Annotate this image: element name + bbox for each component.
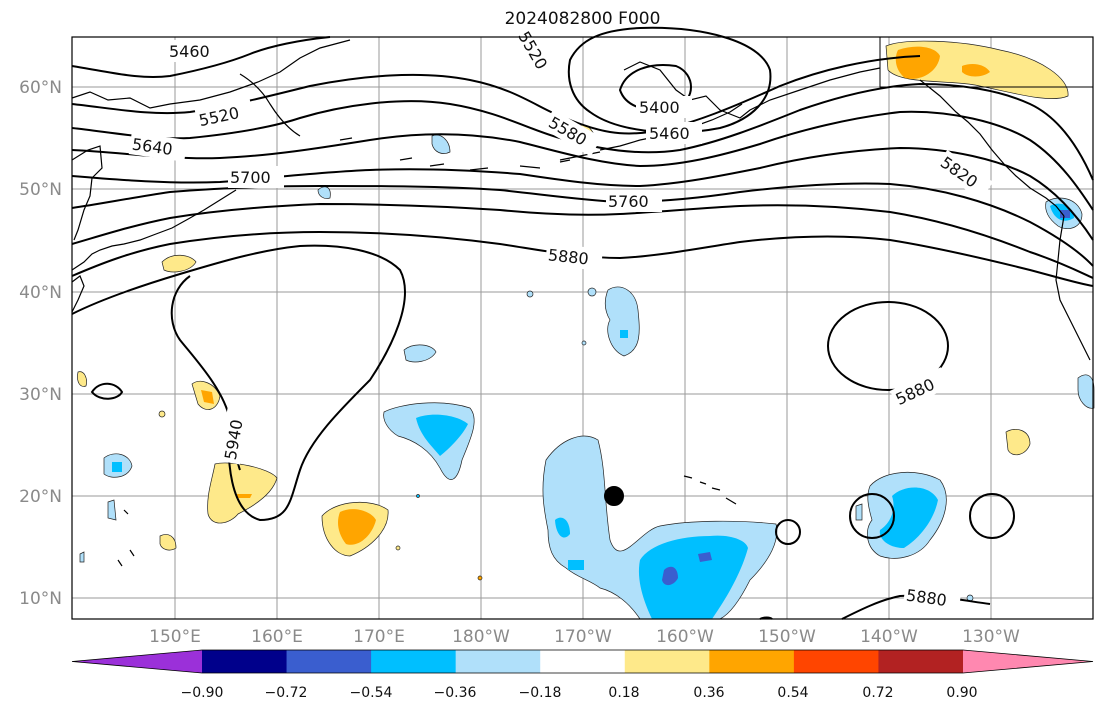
lon-axis: 150°E 160°E 170°E 180°W 170°W 160°W 150°… <box>149 627 1020 647</box>
shaded-field <box>77 40 1095 620</box>
colorbar-tick-label: 0.54 <box>777 685 808 701</box>
colorbar-tick-label: 0.90 <box>946 685 977 701</box>
colorbar-tick-label: 0.18 <box>608 685 639 701</box>
colorbar-extend-high <box>963 650 1093 673</box>
colorbar-segment <box>709 650 795 673</box>
contour-label: 5880 <box>547 245 589 268</box>
map-title: 2024082800 F000 <box>504 9 661 29</box>
colorbar-ticks: −0.90 −0.72 −0.54 −0.36 −0.18 0.18 0.36 … <box>181 685 978 701</box>
lon-label: 130°W <box>962 627 1020 647</box>
colorbar-tick-label: −0.90 <box>181 685 224 701</box>
lon-label: 160°E <box>251 627 303 647</box>
map-frame <box>71 36 1094 620</box>
contour-label: 5460 <box>169 42 210 61</box>
contour-label: 5760 <box>608 192 649 211</box>
lat-label: 50°N <box>19 180 62 200</box>
lat-label: 20°N <box>19 487 62 507</box>
lat-label: 10°N <box>19 589 62 609</box>
lon-label: 140°W <box>860 627 918 647</box>
colorbar-segment <box>286 650 372 673</box>
lon-label: 150°W <box>758 627 816 647</box>
colorbar-tick-label: 0.72 <box>862 685 893 701</box>
colorbar-tick-label: −0.54 <box>350 685 393 701</box>
colorbar-segment <box>793 650 879 673</box>
colorbar-segment <box>202 650 288 673</box>
lat-label: 30°N <box>19 385 62 405</box>
lat-label: 40°N <box>19 283 62 303</box>
colorbar-segment <box>371 650 457 673</box>
contour-label: 5460 <box>649 124 690 143</box>
lat-axis: 60°N 50°N 40°N 30°N 20°N 10°N <box>19 78 62 609</box>
lon-label: 170°W <box>554 627 612 647</box>
lon-label: 180°W <box>452 627 510 647</box>
contour-label: 5700 <box>230 168 271 187</box>
contour-label: 5400 <box>639 98 680 117</box>
lon-label: 170°E <box>353 627 405 647</box>
colorbar <box>71 649 1094 674</box>
colorbar-tick-label: 0.36 <box>693 685 724 701</box>
colorbar-extend-low <box>72 650 202 673</box>
lon-label: 150°E <box>149 627 201 647</box>
colorbar-outline <box>71 649 1094 674</box>
colorbar-segment <box>624 650 710 673</box>
colorbar-tick-label: −0.72 <box>265 685 308 701</box>
colorbar-tick-label: −0.18 <box>519 685 562 701</box>
colorbar-segment <box>455 650 541 673</box>
colorbar-tick-label: −0.36 <box>434 685 477 701</box>
colorbar-segment <box>878 650 964 673</box>
lat-label: 60°N <box>19 78 62 98</box>
colorbar-segment <box>540 650 626 673</box>
lon-label: 160°W <box>656 627 714 647</box>
